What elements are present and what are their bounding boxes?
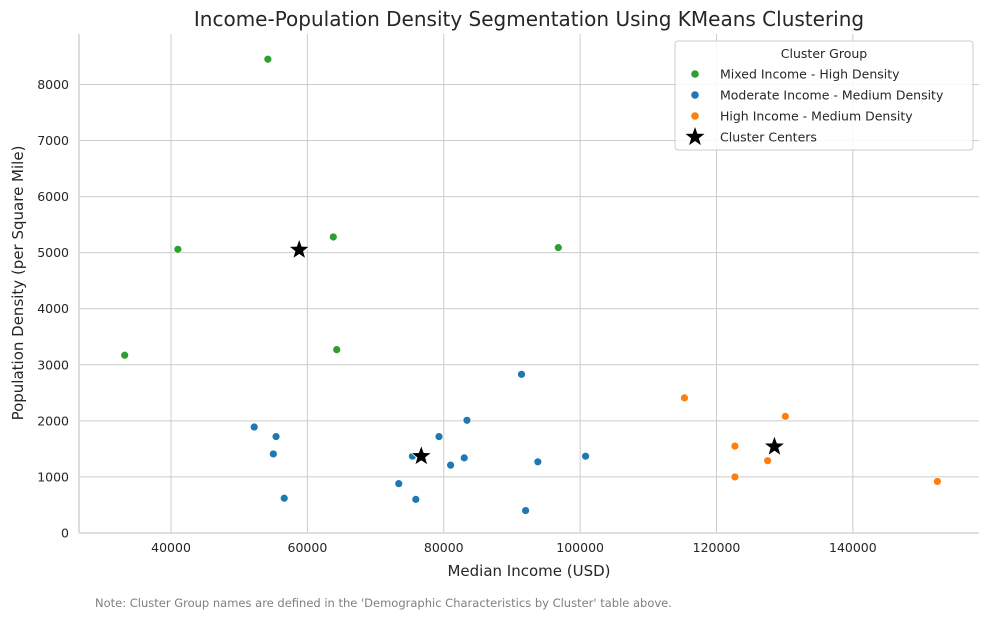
- chart-title: Income-Population Density Segmentation U…: [194, 7, 864, 31]
- legend-entry-label: High Income - Medium Density: [720, 109, 913, 124]
- data-point: [517, 369, 526, 379]
- data-point: [268, 449, 278, 459]
- legend-box: [674, 40, 974, 151]
- footnote: Note: Cluster Group names are defined in…: [95, 596, 672, 610]
- data-point: [680, 393, 689, 403]
- y-axis-label: Population Density (per Square Mile): [9, 146, 27, 421]
- data-point: [521, 506, 530, 515]
- legend-entry-label: Mixed Income - High Density: [720, 67, 900, 82]
- legend-entry-label: Cluster Centers: [720, 130, 817, 145]
- data-point: [446, 460, 455, 470]
- data-point: [263, 54, 273, 64]
- legend-marker: [691, 112, 699, 120]
- legend-star-marker: [685, 127, 705, 146]
- data-point: [411, 494, 421, 504]
- x-tick-label: 140000: [829, 540, 877, 555]
- data-point: [459, 453, 469, 463]
- data-point: [173, 244, 183, 254]
- axes: [78, 34, 979, 534]
- data-point: [763, 456, 773, 466]
- data-point: [394, 479, 404, 489]
- y-tick-label: 4000: [37, 301, 69, 316]
- cluster-center-point: [287, 237, 311, 260]
- cluster-center-point: [762, 434, 787, 457]
- y-tick-label: 3000: [37, 357, 69, 372]
- data-point: [933, 477, 942, 486]
- data-points: [120, 54, 942, 515]
- data-point: [328, 232, 338, 242]
- y-tick-label: 6000: [37, 189, 69, 204]
- cluster-center-point: [409, 444, 433, 467]
- y-tick-label: 2000: [37, 413, 69, 428]
- legend-marker: [691, 91, 699, 99]
- data-point: [120, 350, 130, 360]
- legend: Cluster Group Mixed Income - High Densit…: [674, 40, 974, 151]
- x-tick-label: 100000: [556, 540, 604, 555]
- x-tick-label: 40000: [151, 540, 191, 555]
- y-tick-label: 7000: [37, 133, 69, 148]
- data-point: [581, 451, 590, 461]
- y-tick-label: 1000: [37, 469, 69, 484]
- legend-entry-label: Moderate Income - Medium Density: [720, 88, 944, 103]
- data-point: [271, 432, 281, 441]
- legend-marker: [691, 70, 699, 78]
- y-tick-label: 0: [61, 526, 69, 541]
- y-tick-label: 5000: [37, 245, 69, 260]
- data-point: [533, 457, 543, 467]
- data-point: [730, 472, 740, 482]
- data-point: [332, 345, 342, 355]
- x-axis-label: Median Income (USD): [447, 562, 610, 580]
- x-tick-label: 80000: [424, 540, 464, 555]
- x-tick-label: 60000: [288, 540, 328, 555]
- x-tick-label: 120000: [693, 540, 741, 555]
- tick-labels: 40000 60000 80000 100000 120000 140000 0 1000 20…: [37, 77, 877, 555]
- legend-title: Cluster Group: [781, 46, 867, 61]
- data-point: [780, 411, 790, 421]
- data-point: [553, 243, 563, 253]
- data-point: [462, 415, 472, 425]
- data-point: [730, 441, 740, 451]
- y-tick-label: 8000: [37, 77, 69, 92]
- data-point: [249, 422, 259, 432]
- data-point: [434, 432, 444, 441]
- data-point: [279, 493, 289, 503]
